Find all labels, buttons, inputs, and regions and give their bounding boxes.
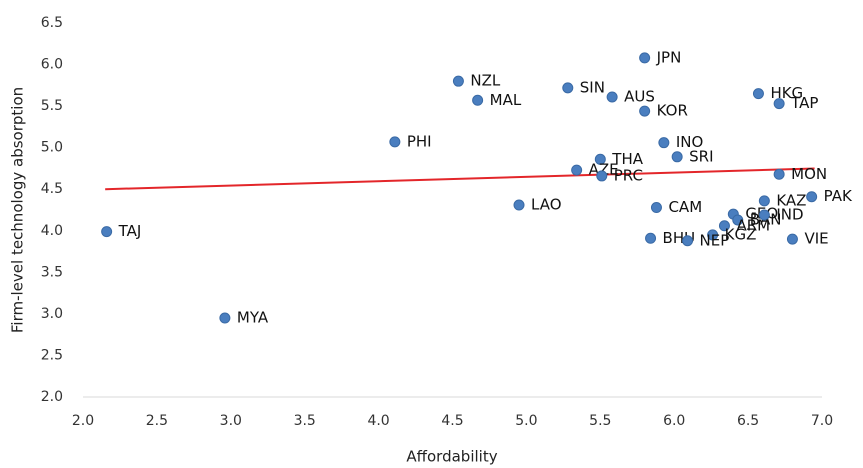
point-label: TAP bbox=[790, 94, 818, 112]
point bbox=[758, 195, 770, 207]
trendline bbox=[105, 167, 815, 191]
y-tick-label: 4.5 bbox=[41, 181, 63, 197]
x-tick-label: 3.5 bbox=[294, 413, 316, 429]
y-tick-label: 3.0 bbox=[41, 306, 63, 322]
point bbox=[606, 91, 618, 103]
x-tick-label: 6.5 bbox=[737, 413, 759, 429]
point-label: JPN bbox=[656, 48, 682, 66]
point bbox=[707, 229, 719, 241]
point bbox=[472, 94, 484, 106]
x-axis-title: Affordability bbox=[406, 448, 497, 466]
point-label: KOR bbox=[657, 102, 688, 120]
point-label: TAJ bbox=[118, 222, 142, 240]
x-tick-label: 7.0 bbox=[811, 413, 833, 429]
point bbox=[682, 235, 694, 247]
point-label: MAL bbox=[490, 91, 522, 109]
y-tick-label: 2.0 bbox=[41, 389, 63, 405]
point bbox=[513, 199, 525, 211]
y-axis-title: Firm-level technology absorption bbox=[9, 87, 27, 333]
point bbox=[758, 209, 770, 221]
point-label: NEP bbox=[700, 231, 730, 249]
x-tick-label: 6.0 bbox=[663, 413, 685, 429]
x-tick-label: 2.5 bbox=[146, 413, 168, 429]
x-tick-label: 3.0 bbox=[220, 413, 242, 429]
point bbox=[645, 232, 657, 244]
point bbox=[219, 312, 231, 324]
point-label: CAM bbox=[668, 198, 702, 216]
x-tick-label: 2.0 bbox=[72, 413, 94, 429]
point-label: KGZ bbox=[725, 225, 757, 243]
point-label: HKG bbox=[770, 84, 803, 102]
point-label: INO bbox=[676, 133, 703, 151]
y-tick-label: 6.5 bbox=[41, 15, 63, 31]
point-label: LAO bbox=[531, 196, 562, 214]
point-label: VIE bbox=[804, 230, 828, 248]
point bbox=[786, 233, 798, 245]
point bbox=[671, 151, 683, 163]
point bbox=[639, 52, 651, 64]
point-label: MON bbox=[791, 165, 827, 183]
point bbox=[639, 105, 651, 117]
point-label: ARM bbox=[736, 216, 770, 234]
y-tick-label: 5.0 bbox=[41, 140, 63, 156]
point bbox=[562, 82, 574, 94]
point-label: AZE bbox=[589, 161, 619, 179]
point-label: KAZ bbox=[776, 191, 806, 209]
point bbox=[596, 170, 608, 182]
y-tick-label: 4.0 bbox=[41, 223, 63, 239]
point bbox=[718, 220, 730, 232]
point bbox=[658, 137, 670, 149]
point-label: PRC bbox=[614, 166, 643, 184]
x-tick-label: 5.5 bbox=[589, 413, 611, 429]
point-label: MYA bbox=[237, 309, 269, 327]
x-tick-label: 4.5 bbox=[441, 413, 463, 429]
point-label: SIN bbox=[580, 78, 605, 96]
x-tick-label: 5.0 bbox=[515, 413, 537, 429]
point bbox=[650, 202, 662, 214]
point bbox=[594, 153, 606, 165]
y-tick-label: 2.5 bbox=[41, 347, 63, 363]
point-label: SRI bbox=[689, 147, 713, 165]
point-label: AUS bbox=[624, 87, 655, 105]
point bbox=[571, 164, 583, 176]
point bbox=[101, 226, 113, 238]
point-label: IND bbox=[776, 205, 803, 223]
point-label: PAK bbox=[824, 187, 853, 205]
y-tick-label: 5.5 bbox=[41, 98, 63, 114]
x-tick-label: 4.0 bbox=[367, 413, 389, 429]
point bbox=[773, 168, 785, 180]
point bbox=[773, 98, 785, 110]
y-tick-label: 6.0 bbox=[41, 57, 63, 73]
point-label: NZL bbox=[470, 72, 500, 90]
point bbox=[806, 191, 818, 203]
point bbox=[732, 214, 744, 226]
point bbox=[752, 88, 764, 100]
point-label: THA bbox=[611, 150, 643, 168]
point-label: PHI bbox=[407, 132, 432, 150]
point bbox=[389, 136, 401, 148]
point bbox=[452, 75, 464, 87]
y-tick-label: 3.5 bbox=[41, 264, 63, 280]
